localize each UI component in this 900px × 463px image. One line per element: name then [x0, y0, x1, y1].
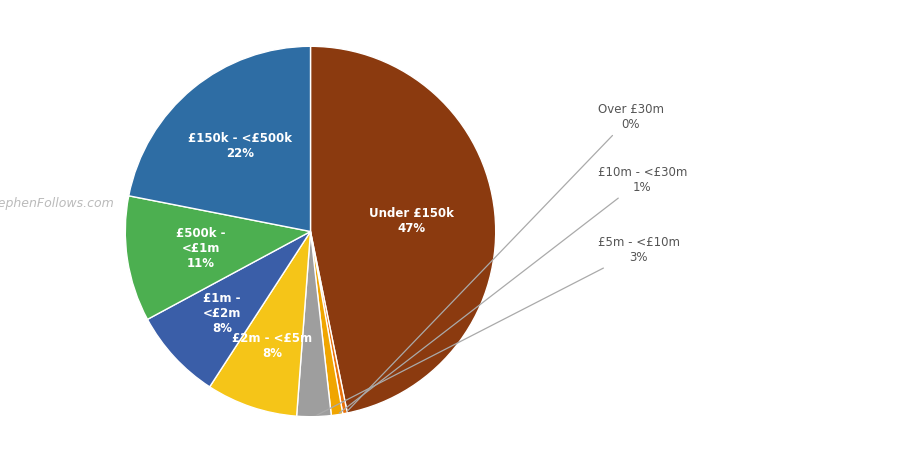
- Wedge shape: [310, 232, 343, 415]
- Text: £2m - <£5m
8%: £2m - <£5m 8%: [232, 332, 312, 360]
- Wedge shape: [210, 232, 310, 416]
- Wedge shape: [148, 232, 310, 387]
- Wedge shape: [297, 232, 331, 417]
- Wedge shape: [125, 196, 310, 319]
- Text: Under £150k
47%: Under £150k 47%: [369, 207, 454, 235]
- Text: £150k - <£500k
22%: £150k - <£500k 22%: [188, 131, 292, 160]
- Wedge shape: [129, 46, 310, 232]
- Text: StephenFollows.com: StephenFollows.com: [0, 197, 115, 210]
- Text: £10m - <£30m
1%: £10m - <£30m 1%: [339, 166, 687, 413]
- Text: £5m - <£10m
3%: £5m - <£10m 3%: [317, 236, 680, 415]
- Text: £500k -
<£1m
11%: £500k - <£1m 11%: [176, 226, 225, 269]
- Text: £1m -
<£2m
8%: £1m - <£2m 8%: [202, 292, 241, 335]
- Wedge shape: [310, 232, 347, 414]
- Wedge shape: [310, 46, 496, 413]
- Text: Over £30m
0%: Over £30m 0%: [347, 103, 663, 412]
